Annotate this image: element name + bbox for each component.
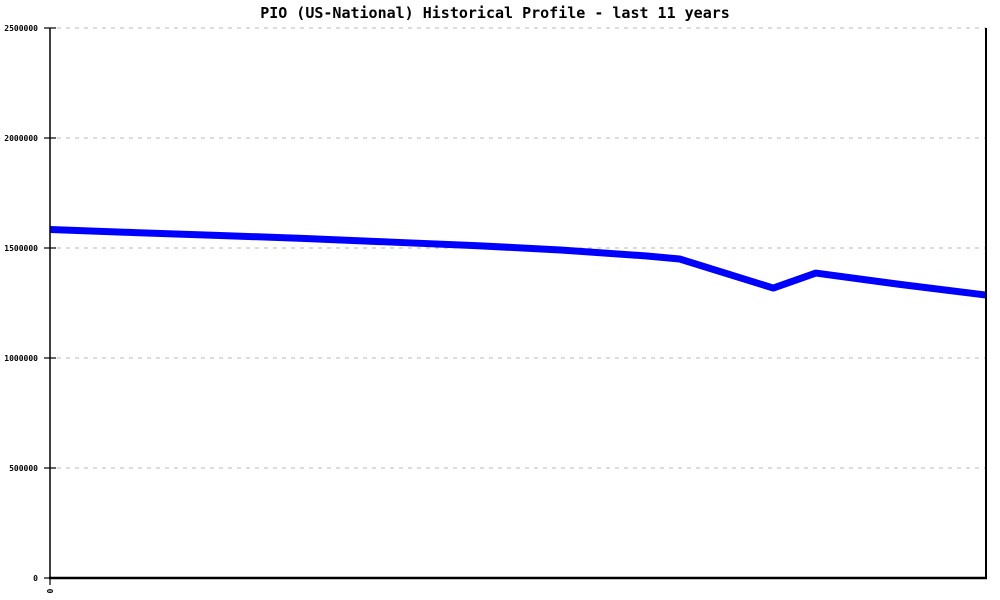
y-tick-label: 2500000: [4, 24, 38, 33]
y-tick-label: 1500000: [4, 244, 38, 253]
chart-title: PIO (US-National) Historical Profile - l…: [260, 4, 730, 22]
y-tick-label: 0: [33, 574, 38, 583]
y-tick-label: 1000000: [4, 354, 38, 363]
y-tick-label: 500000: [9, 464, 38, 473]
y-tick-label: 2000000: [4, 134, 38, 143]
x-tick-label: 0: [45, 589, 54, 594]
data-line: [49, 226, 987, 299]
